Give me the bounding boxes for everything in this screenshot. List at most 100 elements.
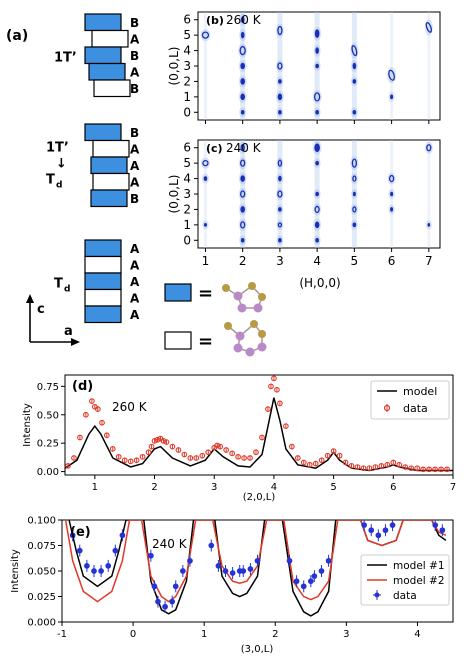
phase-label: ↓ [56,156,67,171]
bragg-peak [240,237,245,243]
data-point [311,573,318,579]
data-point [378,463,385,469]
data-point [105,563,112,569]
y-tick-label: 3 [183,59,191,73]
bragg-peak [240,62,245,70]
bragg-peak [240,144,245,152]
data-point [293,578,300,585]
data-point [294,455,301,461]
layer-rect [84,272,122,291]
panel-d-label: (d) [72,379,93,394]
bragg-peak [278,207,282,212]
bragg-peak [277,62,283,70]
y-tick-label: 0.025 [27,592,56,603]
bragg-peak [277,222,283,228]
chart-e-title: 240 K [152,537,188,551]
layer-label: B [130,82,139,96]
data-point [94,406,101,412]
map-b-title: 260 K [226,13,262,27]
bragg-peak [313,92,321,102]
legend-d-data: data [403,402,428,415]
chart-d-xlabel: (2,0,L) [243,492,276,503]
x-tick-label: 4 [414,629,420,640]
layer-rect [90,156,128,175]
data-point [247,566,254,572]
crystal-structure-alt-icon [224,320,267,357]
layer-label: A [130,259,140,273]
chart-e-ylabel: Intensity [10,549,21,593]
bragg-peak [352,175,357,182]
data-point [426,466,432,473]
x-tick-label: 6 [388,254,396,268]
y-tick-label: 1 [183,218,191,232]
bragg-peak [352,62,357,70]
data-point [155,598,161,605]
axis-arrows: c a [26,294,80,346]
bragg-peak-halo [200,157,210,169]
bragg-peak-halo [238,218,247,231]
data-point [214,442,221,449]
data-point [229,450,235,457]
x-tick-label: 1 [202,254,210,268]
data-point [389,522,396,528]
y-tick-label: 0.00 [37,467,59,478]
legend-blue: = [164,282,266,313]
x-tick-label: 5 [351,254,359,268]
data-point [208,542,215,549]
data-point [112,547,119,554]
y-tick-label: 0.75 [37,382,59,393]
legend-eq-1: = [198,283,213,304]
layer-rect [90,189,128,208]
legend-e-model2: model #2 [393,575,445,587]
data-point [366,465,373,472]
layer-label: A [130,308,140,322]
y-tick-label: 0 [183,233,191,247]
diffuse-streak [390,12,394,120]
data-point [169,598,176,605]
layer-label: A [130,143,140,157]
bragg-peak [278,237,282,243]
x-tick-label: 2 [151,482,157,493]
layer-label: B [130,16,139,30]
data-point [180,568,186,574]
diffuse-streak [277,140,283,248]
diffuse-streak [427,140,431,248]
data-point [283,423,289,429]
x-tick-label: 3 [343,629,349,640]
map-b-frame [197,11,441,121]
data-point [89,398,95,404]
layer-rect [91,29,129,48]
map-b-ticks: 01 234 56 [183,13,430,124]
bragg-peak-halo [200,29,211,42]
plot-area [64,520,447,617]
layer-rect [84,255,122,274]
data-point [325,557,332,564]
bragg-peak [203,176,208,181]
panel-c-label: (c) [206,142,223,155]
y-tick-label: 0.075 [27,541,56,552]
layer-rect [84,288,122,307]
data-point [375,532,382,539]
data-point [408,465,415,472]
data-point [271,375,277,382]
layer-label: A [130,33,140,47]
x-tick-label: -1 [57,629,67,640]
data-point [229,570,236,576]
x-tick-label: 7 [425,254,433,268]
bragg-peak-halo [239,141,247,154]
bragg-peak [278,109,282,115]
bragg-peak-halo [275,60,284,72]
data-point [115,453,122,460]
x-tick-label: 6 [390,482,396,493]
data-point [193,455,200,461]
axis-a-label: a [64,324,73,339]
layer-rect [84,46,122,65]
bragg-peak-halo [275,23,284,38]
bragg-peak [352,109,357,115]
data-point [71,455,77,461]
bragg-peak [352,222,357,228]
